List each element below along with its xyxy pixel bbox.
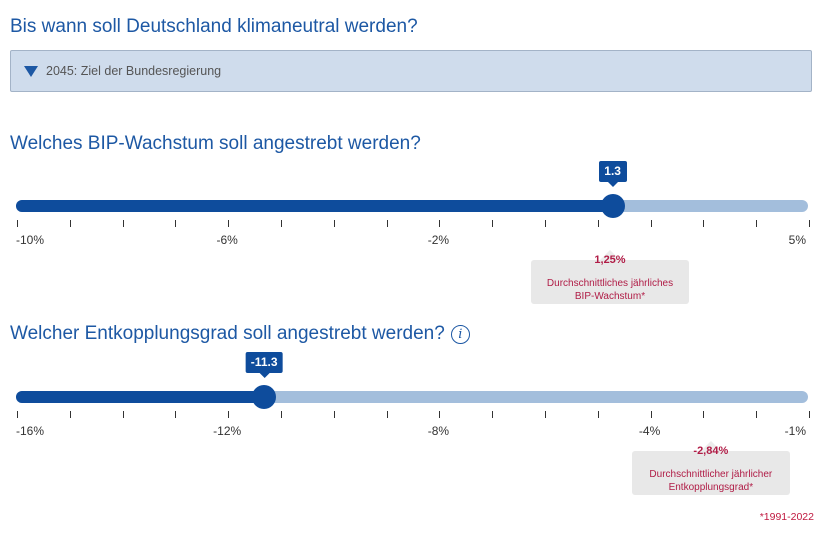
slider-fill xyxy=(16,391,265,403)
slider-tick xyxy=(597,411,599,418)
slider-tick xyxy=(703,411,705,418)
slider-tick xyxy=(650,411,652,418)
decoupling-question-title: Welcher Entkopplungsgrad soll angestrebt… xyxy=(10,323,470,345)
slider-tick xyxy=(69,220,71,227)
slider-tick xyxy=(756,411,758,418)
climate-neutral-year-select[interactable]: 2045: Ziel der Bundesregierung xyxy=(10,50,812,92)
slider-tick xyxy=(386,220,388,227)
slider-tick-label: -2% xyxy=(427,233,450,247)
slider-tick xyxy=(809,411,810,418)
slider-tick-label: -8% xyxy=(427,424,450,438)
slider-tick-label: 5% xyxy=(788,233,806,247)
slider-tick-label: -4% xyxy=(638,424,661,438)
slider-tick xyxy=(650,220,652,227)
slider-tick xyxy=(333,220,335,227)
slider-tick xyxy=(17,411,18,418)
select-value: 2045: Ziel der Bundesregierung xyxy=(46,64,222,78)
slider-tick xyxy=(333,411,335,418)
triangle-down-icon xyxy=(24,66,38,77)
slider-tick xyxy=(545,220,546,227)
slider-tick xyxy=(545,411,546,418)
slider-track[interactable] xyxy=(16,200,808,212)
slider-tick-label: -6% xyxy=(216,233,238,247)
slider-tick xyxy=(228,411,230,418)
slider-tick xyxy=(703,220,705,227)
slider-tick xyxy=(281,411,282,418)
slider-value-bubble: 1.3 xyxy=(598,161,627,187)
slider-tick xyxy=(228,220,230,227)
average-value: 1,25% xyxy=(594,254,626,266)
slider-tick-label: -12% xyxy=(213,424,242,438)
slider-value-bubble: -11.3 xyxy=(245,352,283,378)
info-icon[interactable]: i xyxy=(450,325,470,344)
slider-tick xyxy=(17,220,18,227)
slider-tick-label: -1% xyxy=(784,424,806,438)
slider-track[interactable] xyxy=(16,391,808,403)
slider-tick xyxy=(597,220,599,227)
slider-tick-label: -10% xyxy=(16,233,45,247)
slider-tick xyxy=(281,220,282,227)
slider-tick xyxy=(756,220,758,227)
gdp-growth-question-title: Welches BIP-Wachstum soll angestrebt wer… xyxy=(10,133,421,154)
average-note: 1,25% Durchschnittliches jährliches BIP-W… xyxy=(531,250,689,304)
slider-tick xyxy=(175,411,177,418)
average-description: Durchschnittlicher jährlicher Entkopplun… xyxy=(649,469,773,493)
slider-tick-label: -16% xyxy=(16,424,45,438)
slider-tick xyxy=(122,411,124,418)
slider-tick xyxy=(175,220,177,227)
slider-tick xyxy=(386,411,388,418)
climate-neutral-question-title: Bis wann soll Deutschland klimaneutral w… xyxy=(10,16,418,37)
slider-fill xyxy=(16,200,613,212)
slider-tick xyxy=(439,411,441,418)
slider-tick xyxy=(122,220,124,227)
slider-thumb[interactable] xyxy=(600,194,625,218)
average-note: -2,84% Durchschnittlicher jährlicher Entk… xyxy=(631,441,790,495)
slider-tick xyxy=(809,220,810,227)
slider-tick xyxy=(492,220,494,227)
slider-tick xyxy=(69,411,71,418)
slider-thumb[interactable] xyxy=(252,385,277,409)
decoupling-title-text: Welcher Entkopplungsgrad soll angestrebt… xyxy=(10,323,445,344)
footnote: *1991-2022 xyxy=(759,511,814,523)
average-description: Durchschnittliches jährliches BIP-Wachst… xyxy=(546,278,674,302)
slider-tick xyxy=(492,411,494,418)
slider-tick xyxy=(439,220,441,227)
average-value: -2,84% xyxy=(693,445,729,457)
